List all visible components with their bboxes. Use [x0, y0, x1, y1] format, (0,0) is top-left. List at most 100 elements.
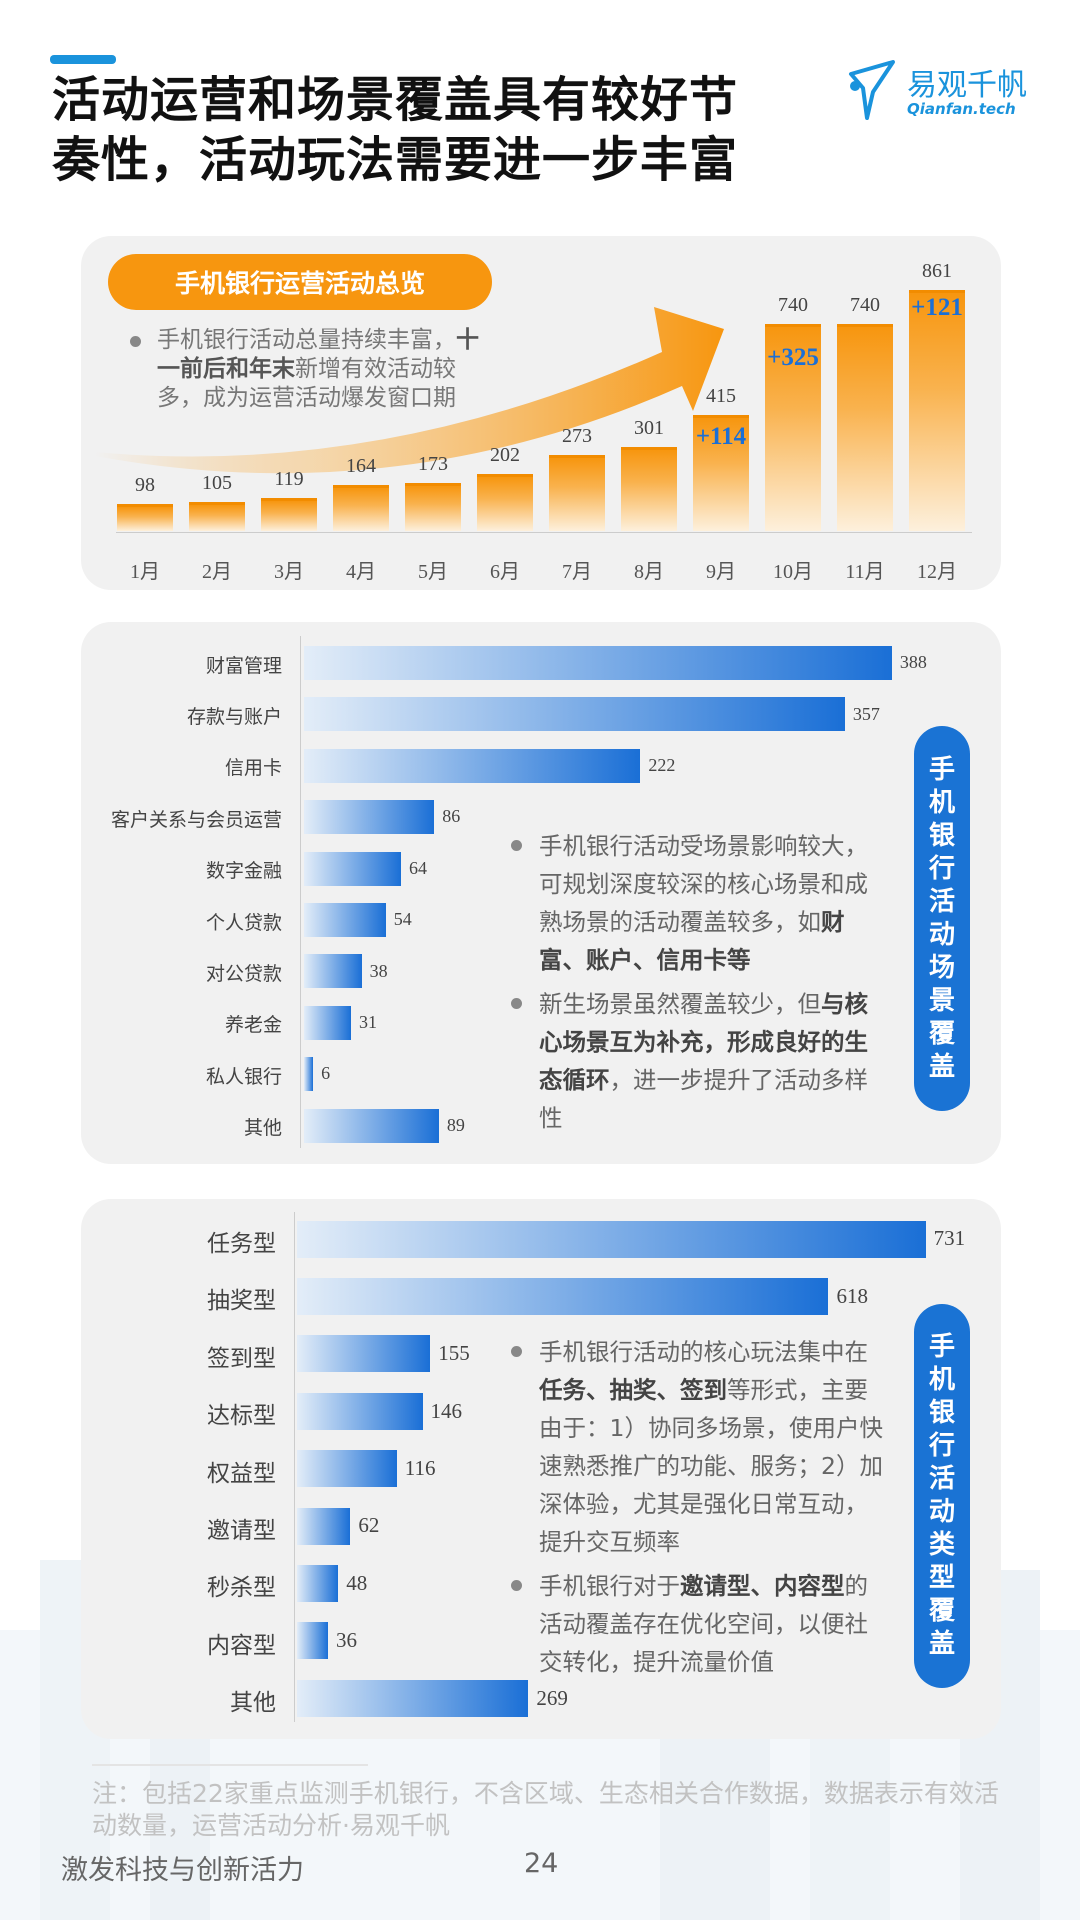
footer-slogan: 激发科技与创新活力 [61, 1855, 304, 1886]
bar [117, 503, 173, 531]
bar [304, 1057, 314, 1092]
increase-annotation: +325 [767, 343, 819, 371]
bullet-icon [511, 840, 522, 851]
note-item: 手机银行对于邀请型、内容型的活动覆盖存在优化空间，以便社交转化，提升流量价值 [509, 1567, 887, 1681]
bar [304, 954, 362, 989]
note-bold: 邀请型、内容型 [680, 1572, 845, 1600]
qianfan-logo: 易观千帆 Qianfan.tech [845, 58, 1035, 124]
bar [304, 1108, 439, 1143]
desc-bold: 十一前后和年末 [157, 327, 479, 382]
y-axis-line [294, 1212, 295, 1722]
bar-value-label: 116 [404, 1456, 436, 1480]
bar-value-label: 415 [706, 384, 736, 407]
bar-value-label: 740 [778, 293, 808, 316]
bar [304, 903, 386, 937]
note-text: 新生场景虽然覆盖较少，但 [539, 990, 821, 1018]
bullet-icon [511, 998, 522, 1009]
x-tick-label: 5月 [418, 561, 448, 583]
bar-value-label: 357 [852, 703, 880, 724]
x-tick-label: 9月 [706, 561, 736, 583]
bar-value-label: 202 [490, 444, 520, 467]
x-tick-label: 3月 [274, 561, 304, 583]
x-tick-label: 6月 [490, 561, 520, 583]
bar-value-label: 155 [438, 1341, 470, 1366]
bar-value-label: 164 [346, 455, 376, 478]
title-line-2: 奏性，活动玩法需要进一步丰富 [52, 132, 739, 188]
y-tick-label: 任务型 [207, 1231, 276, 1258]
x-tick-label: 10月 [773, 561, 813, 583]
overview-description: 手机银行活动总量持续丰富，十一前后和年末新增有效活动较多，成为运营活动爆发窗口期 [130, 326, 487, 413]
bar-value-label: 731 [933, 1226, 966, 1251]
note-text: 手机银行活动的核心玩法集中在 [539, 1338, 868, 1366]
bar-value-label: 618 [836, 1283, 868, 1308]
bar-value-label: 269 [536, 1685, 568, 1710]
x-tick-label: 11月 [845, 561, 885, 583]
bar-value-label: 6 [321, 1063, 331, 1084]
bar [477, 474, 533, 531]
y-tick-label: 达标型 [207, 1403, 276, 1430]
y-tick-label: 抽奖型 [207, 1288, 276, 1315]
y-tick-label: 财富管理 [205, 654, 282, 677]
activity-type-notes: 手机银行活动的核心玩法集中在任务、抽奖、签到等形式，主要由于：1）协同多场景，使… [509, 1333, 887, 1687]
y-axis-line [300, 636, 301, 1148]
scene-coverage-notes: 手机银行活动受场景影响较大，可规划深度较深的核心场景和成熟场景的活动覆盖较多，如… [509, 827, 889, 1143]
bar [297, 1277, 829, 1315]
desc-text: 新增有效活动较多，成为运营活动爆发窗口期 [157, 356, 456, 411]
y-tick-label: 信用卡 [224, 757, 282, 780]
bar [549, 454, 605, 531]
note-text: 的活动覆盖存在优化空间，以便社交转化，提升流量价值 [539, 1572, 868, 1676]
note-text: 等形式，主要由于：1）协同多场景，使用户快速熟悉推广的功能、服务；2）加深体验，… [539, 1376, 883, 1556]
page-title: 活动运营和场景覆盖具有较好节 奏性，活动玩法需要进一步丰富 [52, 70, 738, 190]
note-bold: 与核心场景互为补充，形成良好的生态循环 [539, 990, 868, 1094]
note-text: 手机银行对于 [539, 1572, 680, 1600]
bar [333, 485, 389, 531]
bar-value-label: 146 [430, 1398, 463, 1423]
bar [304, 697, 845, 732]
bar [304, 646, 892, 680]
y-tick-label: 内容型 [207, 1632, 276, 1659]
y-tick-label: 客户关系与会员运营 [110, 808, 282, 831]
note-bold: 财富、账户、信用卡等 [539, 908, 845, 974]
desc-text: 手机银行活动总量持续丰富， [157, 327, 456, 353]
bar-value-label: 105 [202, 471, 232, 494]
footnote: 注：包括22家重点监测手机银行，不含区域、生态相关合作数据，数据表示有效活动数量… [92, 1779, 999, 1840]
growth-arrow-icon [95, 307, 724, 474]
y-tick-label: 签到型 [207, 1345, 276, 1372]
bar-value-label: 62 [358, 1513, 380, 1538]
footer-divider [92, 1764, 368, 1766]
note-item: 手机银行活动受场景影响较大，可规划深度较深的核心场景和成熟场景的活动覆盖较多，如… [509, 827, 889, 979]
increase-annotation: +114 [695, 422, 747, 450]
logo-text-cn: 易观千帆 [907, 68, 1027, 103]
bar [909, 289, 965, 531]
title-accent-bar [50, 55, 116, 64]
y-tick-label: 养老金 [224, 1014, 282, 1037]
bar [297, 1392, 423, 1430]
bar-value-label: 54 [393, 909, 412, 930]
logo-text-en: Qianfan.tech [907, 100, 1016, 118]
x-axis-line [116, 532, 972, 533]
bar-value-label: 64 [408, 857, 427, 878]
bar-value-label: 119 [274, 467, 304, 490]
note-text: ，进一步提升了活动多样性 [539, 1066, 868, 1132]
bar-value-label: 48 [346, 1570, 368, 1595]
bar-value-label: 273 [562, 424, 592, 447]
x-tick-label: 4月 [346, 561, 376, 583]
bar [304, 851, 401, 886]
note-text: 手机银行活动受场景影响较大，可规划深度较深的核心场景和成熟场景的活动覆盖较多，如 [539, 832, 868, 936]
y-tick-label: 其他 [243, 1117, 282, 1140]
y-tick-label: 私人银行 [205, 1065, 282, 1088]
bar-value-label: 86 [442, 806, 461, 827]
bar [297, 1564, 339, 1602]
bar [297, 1450, 397, 1488]
bar-value-label: 36 [335, 1628, 357, 1653]
bar-value-label: 301 [634, 416, 664, 439]
bar [621, 446, 677, 531]
bar-value-label: 222 [648, 755, 676, 775]
x-tick-label: 2月 [202, 561, 232, 583]
bar-value-label: 31 [358, 1012, 377, 1032]
activity-type-side-label: 手机银行活动类型覆盖 [914, 1304, 970, 1688]
x-tick-label: 1月 [130, 561, 160, 583]
y-tick-label: 权益型 [207, 1460, 276, 1487]
overview-pill-label: 手机银行运营活动总览 [108, 254, 492, 310]
y-tick-label: 数字金融 [205, 860, 282, 883]
